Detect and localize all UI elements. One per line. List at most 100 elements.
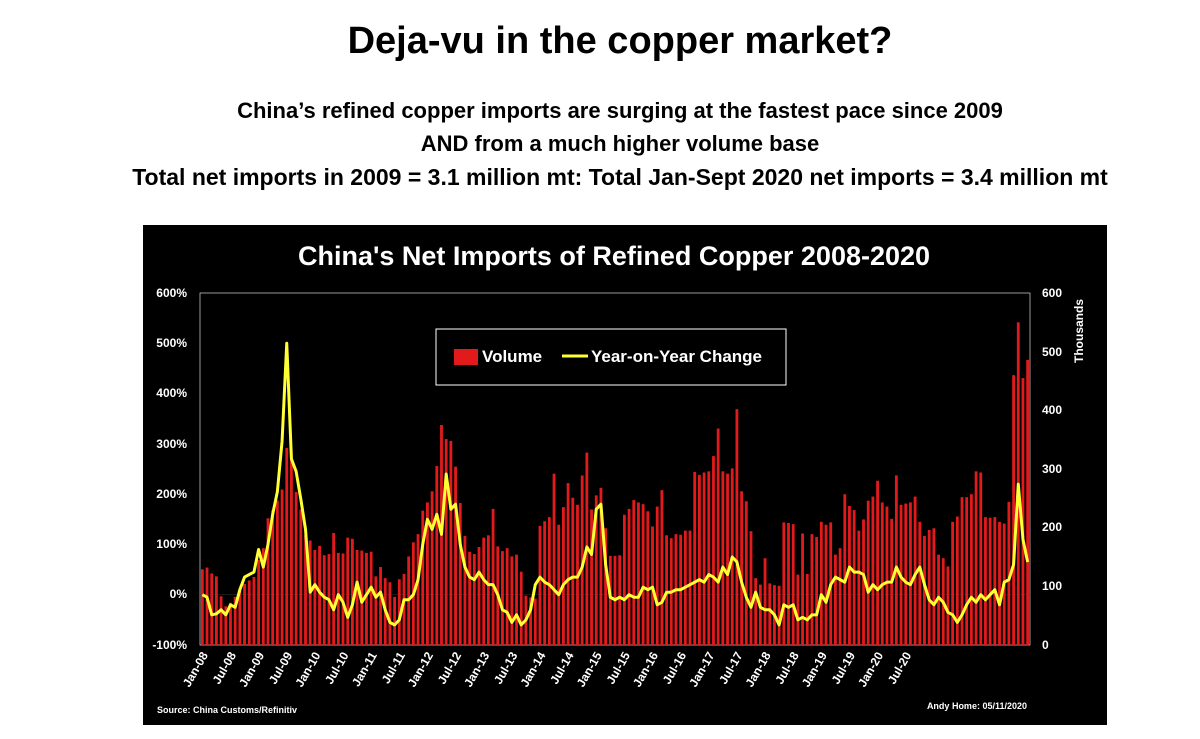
y-right-tick: 600 [1042, 286, 1062, 300]
volume-bar [693, 471, 697, 645]
volume-bar [290, 459, 293, 645]
volume-bar [379, 566, 382, 645]
subtitle-line-2: AND from a much higher volume base [420, 131, 820, 156]
volume-bar [341, 553, 345, 645]
x-tick-label: Jul-11 [379, 649, 408, 686]
volume-bar [580, 475, 584, 645]
volume-bar [224, 606, 228, 645]
volume-bar [477, 547, 481, 645]
x-tick-label: Jul-17 [716, 649, 746, 686]
volume-bar [819, 521, 823, 645]
volume-bar [458, 503, 462, 645]
x-tick-label: Jul-20 [885, 649, 915, 686]
volume-bar [604, 528, 608, 645]
volume-bar [233, 596, 237, 645]
volume-bar [824, 524, 828, 645]
volume-bar [862, 519, 865, 645]
volume-bar [280, 489, 284, 645]
volume-bar [430, 491, 434, 645]
y-left-axis: 600% 500% 400% 300% 200% 100% 0% -100% [152, 286, 187, 652]
volume-bar [243, 583, 246, 645]
volume-bar [261, 548, 265, 645]
volume-bar [712, 456, 715, 645]
x-tick-label: Jan-11 [349, 649, 380, 689]
volume-bar [1007, 501, 1011, 645]
x-tick-label: Jul-13 [491, 649, 521, 686]
volume-bar [885, 506, 889, 645]
volume-bar [1026, 359, 1030, 645]
volume-bar [969, 494, 973, 645]
volume-bar [538, 525, 542, 645]
volume-bar [918, 521, 922, 645]
volume-bar [913, 496, 917, 645]
volume-bar [932, 528, 936, 645]
volume-bar [627, 508, 631, 645]
volume-bar [688, 530, 692, 645]
volume-bar [299, 509, 303, 645]
volume-bar [599, 487, 603, 645]
y-right-tick: 0 [1042, 638, 1049, 652]
volume-bar [318, 545, 321, 645]
volume-bar [665, 535, 668, 645]
legend-box [435, 328, 787, 386]
volume-bar [998, 521, 1001, 645]
volume-bar [608, 555, 612, 645]
volume-bar [257, 559, 261, 645]
volume-bar [566, 483, 570, 645]
volume-bar [271, 510, 275, 645]
volume-bar [519, 571, 523, 645]
volume-bar [721, 471, 725, 645]
y-left-tick: 0% [170, 587, 188, 601]
volume-bar [252, 576, 256, 645]
volume-bar [486, 535, 490, 645]
volume-bar [857, 530, 861, 645]
y-right-tick: 100 [1042, 579, 1062, 593]
legend-volume-swatch [454, 349, 478, 365]
volume-bar [416, 534, 420, 645]
volume-bar [833, 554, 837, 645]
y-left-tick: 600% [156, 286, 187, 300]
volume-bar [946, 566, 950, 645]
volume-bar [388, 582, 392, 645]
volume-bar [219, 596, 223, 645]
x-tick-label: Jul-19 [829, 649, 859, 686]
volume-bar [482, 537, 486, 645]
y-right-tick: 400 [1042, 403, 1062, 417]
volume-bar [791, 524, 795, 645]
x-tick-label: Jan-08 [180, 649, 211, 689]
volume-bar [200, 569, 204, 645]
y-left-tick: 500% [156, 336, 187, 350]
volume-bar [871, 496, 875, 645]
volume-bar [787, 522, 790, 645]
volume-bar [843, 494, 847, 645]
volume-bar [660, 490, 664, 645]
volume-bar [637, 502, 640, 645]
volume-bar [229, 602, 232, 645]
volume-bar [909, 502, 912, 645]
volume-bar [1021, 378, 1025, 645]
y-left-tick: -100% [152, 638, 187, 652]
volume-bar [421, 510, 425, 645]
source-note: Source: China Customs/Refinitiv [157, 705, 297, 715]
volume-bar [749, 531, 753, 645]
volume-bar [285, 447, 289, 645]
volume-bar [777, 585, 781, 645]
volume-bar [646, 511, 650, 645]
x-tick-label: Jan-19 [799, 649, 830, 689]
volume-bar [594, 495, 598, 645]
volume-bar [810, 534, 814, 645]
y-left-tick: 400% [156, 386, 187, 400]
volume-bar [768, 583, 772, 645]
subtitle-line-3: Total net imports in 2009 = 3.1 million … [132, 164, 1108, 190]
volume-bar [365, 552, 368, 645]
y-left-tick: 100% [156, 537, 187, 551]
chart-title: China's Net Imports of Refined Copper 20… [298, 241, 930, 271]
x-tick-label: Jan-18 [743, 649, 774, 689]
volume-bar [501, 551, 504, 645]
volume-bar [562, 507, 565, 645]
volume-bar [988, 517, 992, 645]
volume-bar [444, 439, 448, 645]
volume-bar [848, 505, 851, 645]
volume-bar [632, 500, 636, 645]
y-right-axis-label: Thousands [1072, 299, 1086, 363]
